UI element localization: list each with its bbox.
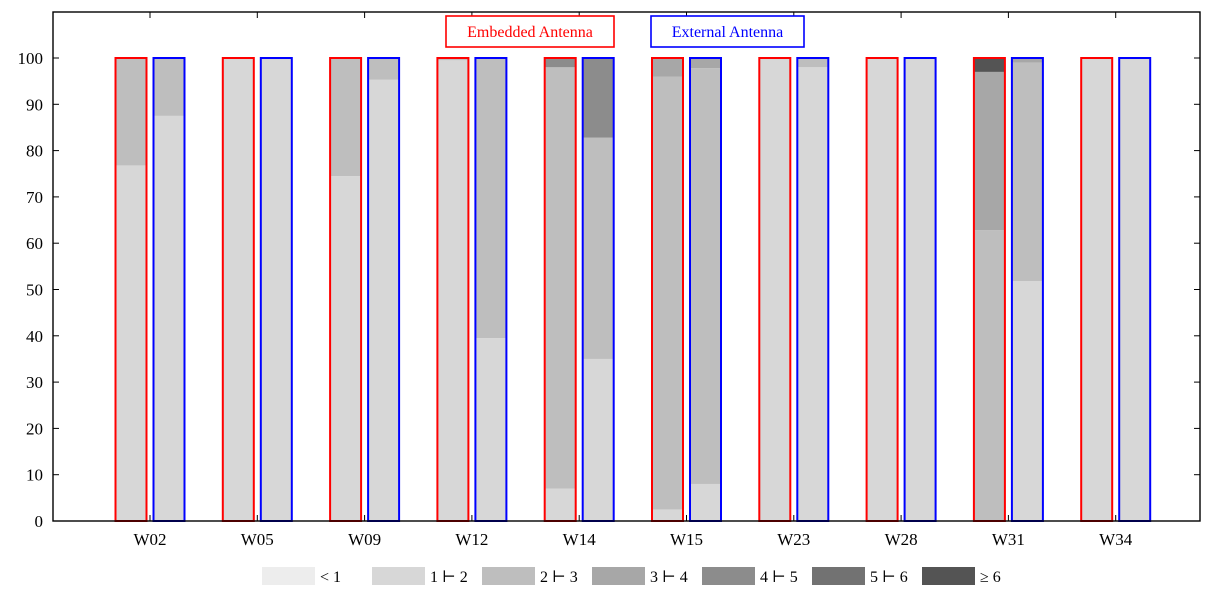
x-tick-label: W12 — [455, 530, 488, 549]
bar-segment — [330, 176, 362, 521]
bin-legend-label: 4 ⊢ 5 — [760, 569, 798, 586]
bin-legend: < 1 1 ⊢ 2 2 ⊢ 3 3 ⊢ 4 4 ⊢ 5 5 ⊢ 6 ≥ 6 — [262, 567, 1001, 586]
bar-segment — [582, 58, 614, 138]
x-tick-label: W09 — [348, 530, 381, 549]
bar-segment — [1119, 58, 1151, 521]
bar-segment — [582, 137, 614, 359]
bar-segment — [690, 68, 721, 484]
bar-segment — [153, 58, 185, 116]
bar-segment — [866, 58, 898, 521]
y-tick-label: 80 — [26, 142, 43, 161]
x-tick-label: W34 — [1099, 530, 1133, 549]
bar-segment — [475, 58, 507, 339]
x-tick-label: W14 — [563, 530, 597, 549]
bar-segment — [115, 165, 147, 521]
bar-segment — [222, 58, 254, 521]
bar-segment — [368, 58, 400, 80]
bar-segment — [690, 483, 721, 521]
bin-legend-swatch — [482, 567, 535, 585]
bin-legend-swatch — [262, 567, 315, 585]
bar-segment — [544, 58, 576, 68]
bar-segment — [652, 509, 683, 521]
group-legend-label: Embedded Antenna — [467, 24, 593, 41]
bar-segment — [973, 71, 1005, 231]
y-tick-label: 50 — [26, 281, 43, 300]
bars-layer — [114, 57, 1152, 522]
bar-segment — [115, 58, 147, 166]
bin-legend-swatch — [922, 567, 975, 585]
y-tick-label: 0 — [35, 512, 44, 531]
bin-legend-label: ≥ 6 — [980, 569, 1001, 586]
x-tick-label: W05 — [241, 530, 274, 549]
y-axis: 0 10 20 30 40 50 60 70 80 90 100 — [18, 49, 1200, 531]
bar-segment — [544, 67, 576, 489]
y-tick-label: 30 — [26, 373, 43, 392]
group-legend: Embedded Antenna External Antenna — [445, 15, 805, 48]
bar-segment — [437, 60, 469, 521]
bar-segment — [544, 488, 576, 521]
bar-segment — [690, 58, 721, 69]
bin-legend-label: 1 ⊢ 2 — [430, 569, 468, 586]
bar-segment — [797, 67, 829, 521]
bin-legend-label: 2 ⊢ 3 — [540, 569, 578, 586]
bar-segment — [1011, 58, 1043, 63]
bar-segment — [652, 58, 683, 77]
bar-segment — [904, 58, 936, 521]
bar-segment — [1011, 62, 1043, 282]
bar-segment — [153, 115, 185, 521]
x-tick-label: W23 — [777, 530, 810, 549]
plot-frame — [52, 11, 1201, 522]
y-tick-label: 40 — [26, 327, 43, 346]
y-tick-label: 90 — [26, 95, 43, 114]
bin-legend-swatch — [592, 567, 645, 585]
x-tick-label: W31 — [992, 530, 1025, 549]
bin-legend-label: < 1 — [320, 569, 341, 586]
x-tick-label: W02 — [133, 530, 166, 549]
x-tick-label: W15 — [670, 530, 703, 549]
x-tick-label: W28 — [885, 530, 918, 549]
y-tick-label: 10 — [26, 466, 43, 485]
bar-segment — [582, 358, 614, 521]
bar-segment — [652, 76, 683, 510]
bin-legend-swatch — [812, 567, 865, 585]
group-legend-box — [650, 15, 805, 48]
group-legend-box — [445, 15, 615, 48]
bin-legend-swatch — [702, 567, 755, 585]
bar-segment — [437, 58, 469, 61]
y-tick-label: 100 — [18, 49, 44, 68]
bar-segment — [475, 338, 507, 521]
y-tick-label: 60 — [26, 234, 43, 253]
bar-segment — [368, 79, 400, 522]
bar-segment — [973, 230, 1005, 521]
bar-segment — [260, 58, 292, 521]
bar-segment — [1011, 281, 1043, 521]
bar-segment — [759, 58, 791, 521]
bin-legend-label: 5 ⊢ 6 — [870, 569, 908, 586]
bar-segment — [797, 58, 829, 68]
bar-segment — [1081, 58, 1113, 521]
group-legend-label: External Antenna — [672, 24, 784, 41]
y-tick-label: 70 — [26, 188, 43, 207]
bin-legend-swatch — [372, 567, 425, 585]
bin-legend-label: 3 ⊢ 4 — [650, 569, 688, 586]
bar-segment — [973, 58, 1005, 72]
bar-segment — [330, 58, 362, 177]
x-axis: W02 W05 W09 W12 W14 W15 W23 W28 W31 W34 — [133, 12, 1133, 549]
y-tick-label: 20 — [26, 419, 43, 438]
